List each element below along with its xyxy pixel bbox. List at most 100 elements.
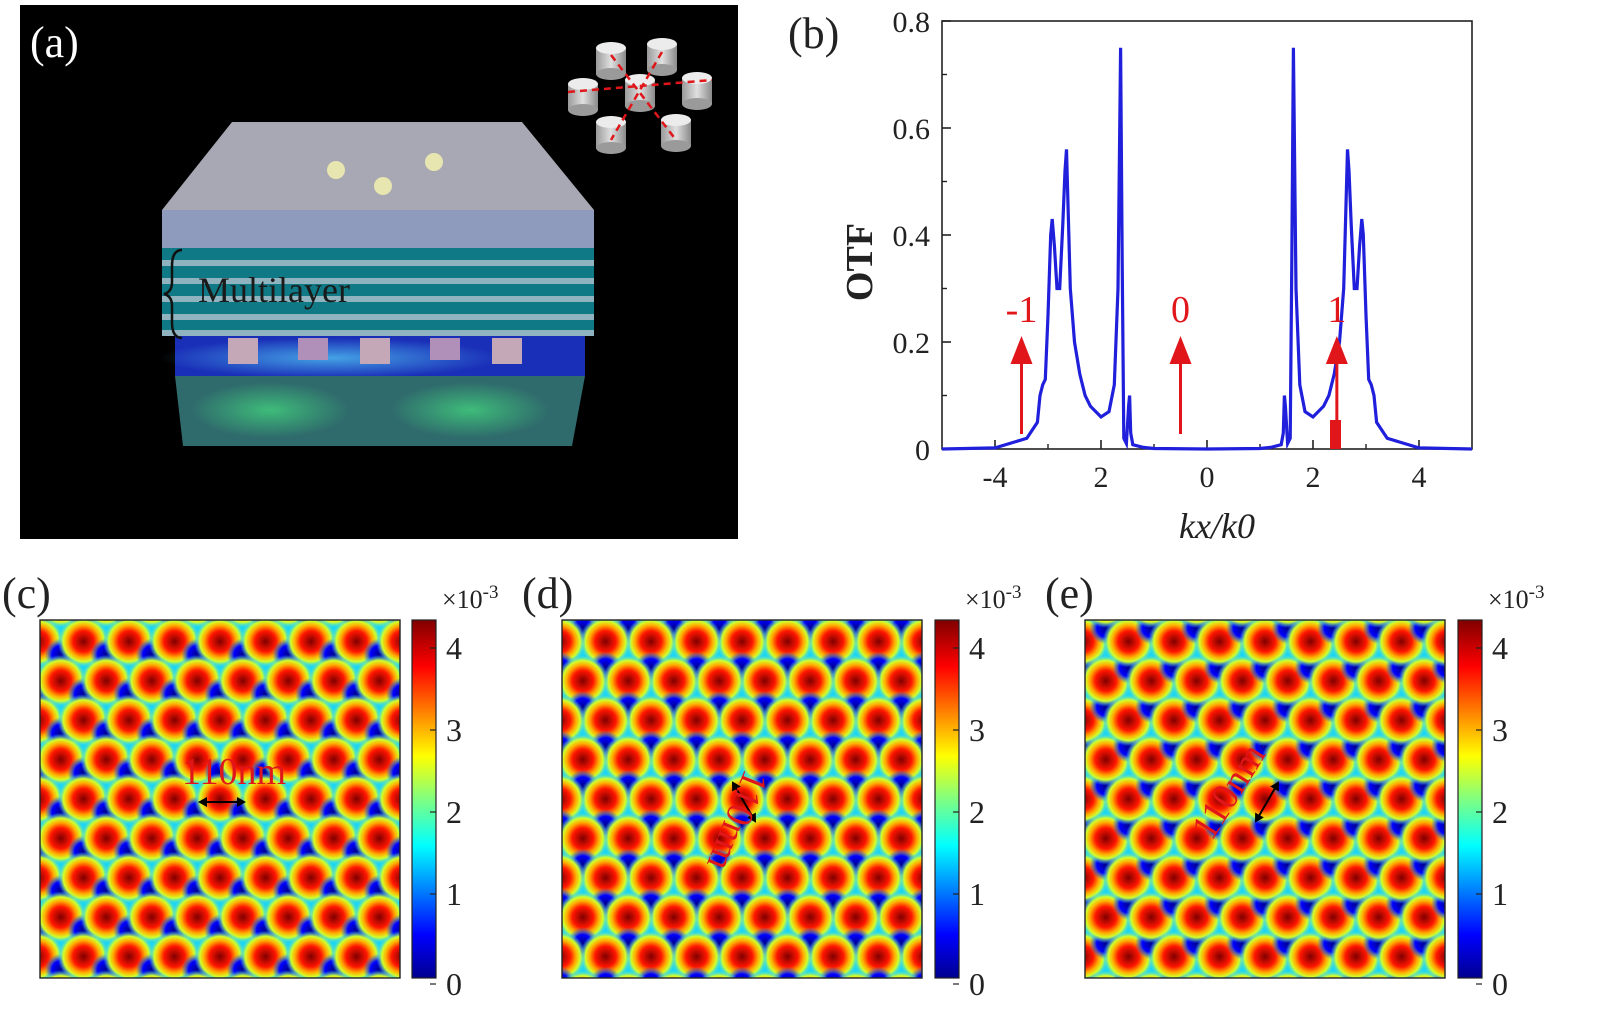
intensity-peak bbox=[224, 970, 262, 978]
top-slab-lid bbox=[162, 122, 594, 210]
intensity-peak bbox=[376, 773, 400, 825]
intensity-peak bbox=[670, 851, 723, 904]
intensity-peak bbox=[40, 751, 42, 768]
intensity-peak bbox=[1421, 851, 1445, 904]
intensity-peak bbox=[670, 930, 723, 978]
intensity-peak bbox=[693, 733, 746, 786]
intensity-peak bbox=[1421, 930, 1445, 978]
colorbar-multiplier: ×10-3 bbox=[965, 582, 1022, 614]
intensity-minimum bbox=[567, 1006, 599, 1011]
intensity-peak bbox=[602, 654, 655, 707]
intensity-minimum bbox=[295, 993, 327, 1011]
intensity-peak bbox=[784, 891, 837, 944]
intensity-minimum bbox=[521, 1006, 553, 1011]
intensity-minimum bbox=[521, 770, 553, 802]
intensity-minimum bbox=[521, 927, 553, 959]
intensity-peak bbox=[761, 851, 814, 904]
intensity-peak bbox=[670, 773, 723, 825]
intensity-peak bbox=[829, 891, 882, 944]
intensity-peak bbox=[670, 620, 723, 668]
particle bbox=[425, 153, 443, 171]
intensity-minimum bbox=[794, 1006, 826, 1011]
colorbar-multiplier: ×10-3 bbox=[1488, 582, 1545, 614]
intensity-minimum bbox=[703, 1006, 735, 1011]
intensity-peak bbox=[360, 970, 399, 978]
intensity-peak bbox=[579, 930, 632, 978]
intensity-minimum bbox=[159, 993, 191, 1011]
intensity-peak bbox=[562, 930, 586, 978]
intensity-minimum bbox=[681, 966, 712, 978]
y-tick-label: 0.8 bbox=[893, 6, 931, 39]
y-axis: 0 0.2 0.4 0.6 0.8 bbox=[893, 6, 951, 467]
scale-arrow-icon bbox=[198, 797, 246, 807]
intensity-peak bbox=[40, 830, 42, 847]
intensity-minimum bbox=[22, 993, 54, 1011]
x-tick-label: 2 bbox=[1094, 461, 1109, 494]
intensity-peak bbox=[269, 970, 308, 978]
intensity-peak bbox=[1421, 620, 1445, 668]
intensity-minimum bbox=[817, 966, 849, 978]
colorbar-tick-label: 0 bbox=[446, 966, 462, 1002]
intensity-peak bbox=[602, 733, 655, 786]
y-axis-label: OTF bbox=[839, 223, 881, 301]
x-axis-label: kx/k0 bbox=[1179, 506, 1255, 546]
intensity-peak bbox=[655, 970, 693, 978]
intensity-peak bbox=[761, 694, 814, 747]
intensity-peak bbox=[693, 654, 746, 707]
multilayer-stack bbox=[162, 248, 594, 336]
intensity-peak bbox=[562, 751, 564, 768]
intensity-minimum bbox=[204, 993, 236, 1011]
intensity-minimum bbox=[1158, 573, 1190, 605]
series-line-otf bbox=[941, 47, 1473, 451]
intensity-peak bbox=[852, 930, 905, 978]
intensity-minimum bbox=[840, 1006, 872, 1011]
intensity-peak bbox=[87, 970, 126, 978]
intensity-peak bbox=[579, 851, 632, 904]
intensity-minimum bbox=[341, 993, 373, 1011]
intensity-peak bbox=[647, 812, 700, 865]
panel-label-a: (a) bbox=[30, 18, 79, 67]
order-label: 1 bbox=[1327, 289, 1346, 331]
intensity-peak bbox=[829, 733, 882, 786]
x-axis: -4 2 0 2 4 bbox=[983, 440, 1427, 494]
intensity-peak bbox=[852, 620, 905, 668]
intensity-peak bbox=[1034, 970, 1086, 1011]
intensity-peak bbox=[315, 970, 353, 978]
order-label: 0 bbox=[1171, 289, 1190, 331]
intensity-minimum bbox=[562, 966, 576, 978]
x-tick-label: 4 bbox=[1412, 461, 1427, 494]
intensity-minimum bbox=[635, 966, 667, 978]
x-tick-label: -4 bbox=[983, 461, 1008, 494]
multilayer-label: Multilayer bbox=[198, 270, 350, 310]
brace-icon bbox=[163, 248, 183, 340]
intensity-minimum bbox=[1431, 573, 1463, 605]
pillars bbox=[228, 338, 522, 364]
particle bbox=[374, 177, 392, 195]
colorbar-gradient bbox=[934, 619, 960, 979]
intensity-minimum bbox=[772, 966, 803, 978]
intensity-minimum bbox=[68, 993, 100, 1011]
colorbar-tick-label: 4 bbox=[969, 630, 985, 666]
colorbar: ×10-3 4 3 2 1 0 bbox=[1457, 582, 1545, 1002]
intensity-peak bbox=[579, 773, 632, 825]
intensity-peak bbox=[625, 851, 677, 904]
colorbar-tick-label: 0 bbox=[1492, 966, 1508, 1002]
map-frame bbox=[561, 619, 923, 979]
y-tick-label: 0.2 bbox=[893, 327, 931, 360]
intensity-minimum bbox=[386, 993, 418, 1011]
intensity-peak bbox=[807, 620, 859, 668]
y-tick-label: 0.6 bbox=[893, 113, 931, 146]
intensity-peak bbox=[837, 970, 875, 978]
intensity-maps: (c) 110nm ×10-3 4 3 2 1 0 (d) 110nm ×10-3 4 3 2 1 0 (e) 1… bbox=[2, 569, 1545, 1011]
intensity-minimum bbox=[590, 966, 621, 978]
intensity-peak bbox=[807, 851, 859, 904]
map-frame bbox=[39, 619, 401, 979]
intensity-peak bbox=[562, 830, 564, 847]
intensity-minimum bbox=[521, 849, 553, 881]
order-arrows: -1 0 1 bbox=[1006, 289, 1348, 434]
intensity-peak bbox=[716, 694, 768, 747]
panel-label-b: (b) bbox=[788, 9, 839, 58]
colorbar-tick-label: 2 bbox=[446, 794, 462, 830]
